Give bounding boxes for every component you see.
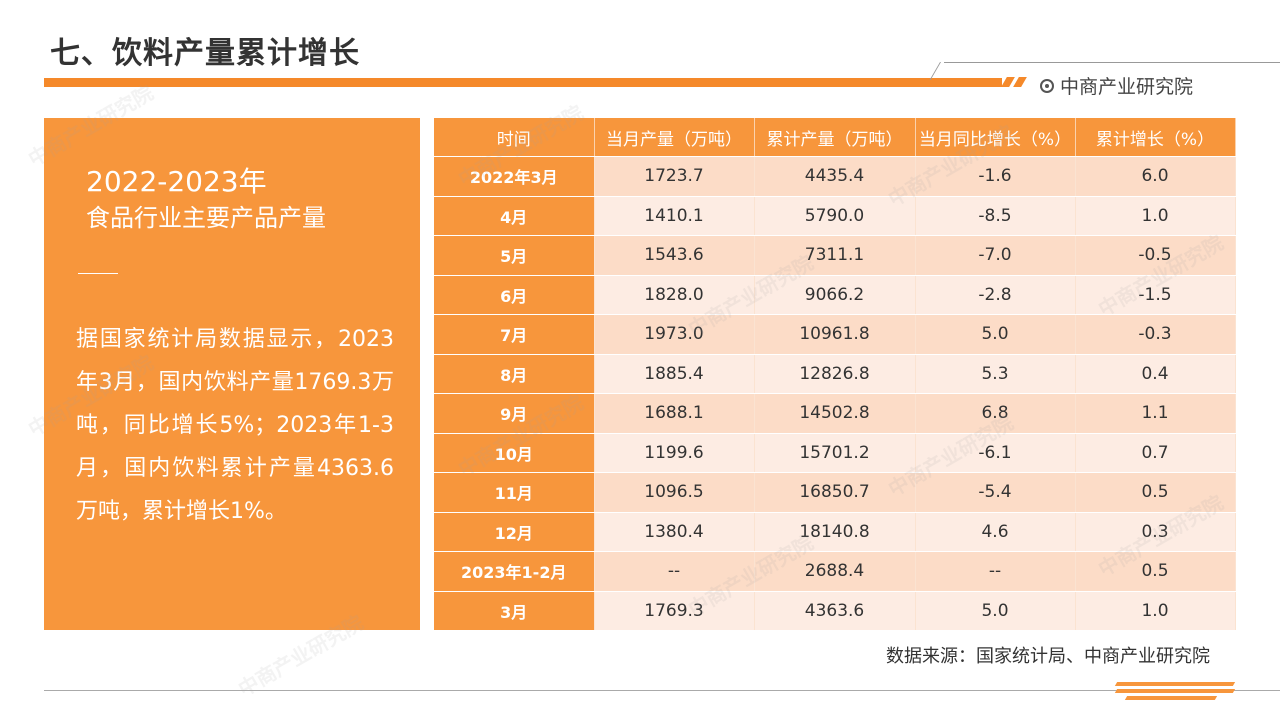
cell-cumulative-output: 10961.8 xyxy=(754,314,916,355)
cell-time: 8月 xyxy=(434,354,595,394)
column-header-time: 时间 xyxy=(434,118,595,157)
cell-cumulative-output: 5790.0 xyxy=(754,196,916,236)
table-row: 11月 1096.5 16850.7 -5.4 0.5 xyxy=(434,472,1236,513)
cell-monthly-output: 1828.0 xyxy=(594,275,755,315)
cell-time: 2022年3月 xyxy=(434,156,595,197)
table-row: 12月 1380.4 18140.8 4.6 0.3 xyxy=(434,512,1236,552)
panel-divider xyxy=(78,273,118,274)
cell-cumulative-growth: 1.0 xyxy=(1075,591,1236,631)
cell-cumulative-output: 4435.4 xyxy=(754,156,916,197)
cell-monthly-output: 1688.1 xyxy=(594,393,755,434)
brand-logo: 中商产业研究院 xyxy=(1040,72,1193,99)
cell-monthly-output: 1096.5 xyxy=(594,472,755,513)
column-header-cumulative-growth: 累计增长（%） xyxy=(1075,118,1236,157)
cell-cumulative-growth: -1.5 xyxy=(1075,275,1236,315)
header-thin-line xyxy=(944,62,1280,63)
table-row: 8月 1885.4 12826.8 5.3 0.4 xyxy=(434,354,1236,394)
table-row: 2022年3月 1723.7 4435.4 -1.6 6.0 xyxy=(434,156,1236,197)
table-row: 4月 1410.1 5790.0 -8.5 1.0 xyxy=(434,196,1236,236)
cell-cumulative-growth: 0.7 xyxy=(1075,433,1236,473)
cell-monthly-yoy: 5.3 xyxy=(915,354,1076,394)
cell-time: 10月 xyxy=(434,433,595,473)
summary-panel: 2022-2023年 食品行业主要产品产量 据国家统计局数据显示，2023年3月… xyxy=(44,118,420,630)
cell-time: 11月 xyxy=(434,472,595,513)
cell-cumulative-output: 14502.8 xyxy=(754,393,916,434)
table-row: 5月 1543.6 7311.1 -7.0 -0.5 xyxy=(434,235,1236,276)
panel-body-text: 据国家统计局数据显示，2023年3月，国内饮料产量1769.3万吨，同比增长5%… xyxy=(76,327,394,524)
cell-monthly-yoy: -- xyxy=(915,551,1076,592)
cell-cumulative-growth: 0.4 xyxy=(1075,354,1236,394)
cell-monthly-yoy: -8.5 xyxy=(915,196,1076,236)
cell-monthly-yoy: 6.8 xyxy=(915,393,1076,434)
column-header-cumulative-output: 累计产量（万吨） xyxy=(754,118,916,157)
brand-name: 中商产业研究院 xyxy=(1060,76,1194,98)
column-header-monthly-output: 当月产量（万吨） xyxy=(594,118,755,157)
cell-cumulative-growth: -0.5 xyxy=(1075,235,1236,276)
cell-monthly-output: 1199.6 xyxy=(594,433,755,473)
cell-cumulative-output: 4363.6 xyxy=(754,591,916,631)
cell-monthly-yoy: 4.6 xyxy=(915,512,1076,552)
cell-time: 7月 xyxy=(434,314,595,355)
cell-cumulative-output: 18140.8 xyxy=(754,512,916,552)
table-row: 3月 1769.3 4363.6 5.0 1.0 xyxy=(434,591,1236,631)
cell-cumulative-growth: 0.3 xyxy=(1075,512,1236,552)
cell-monthly-yoy: 5.0 xyxy=(915,314,1076,355)
cell-time: 3月 xyxy=(434,591,595,631)
cell-monthly-output: 1410.1 xyxy=(594,196,755,236)
column-header-monthly-yoy: 当月同比增长（%） xyxy=(915,118,1076,157)
cell-monthly-output: 1769.3 xyxy=(594,591,755,631)
table-row: 6月 1828.0 9066.2 -2.8 -1.5 xyxy=(434,275,1236,315)
title-underline-bar xyxy=(44,78,1002,87)
page-title: 七、饮料产量累计增长 xyxy=(50,36,360,71)
cell-cumulative-output: 16850.7 xyxy=(754,472,916,513)
table-row: 10月 1199.6 15701.2 -6.1 0.7 xyxy=(434,433,1236,473)
panel-subtitle: 食品行业主要产品产量 xyxy=(86,204,326,232)
cell-monthly-yoy: 5.0 xyxy=(915,591,1076,631)
cell-time: 6月 xyxy=(434,275,595,315)
cell-monthly-output: 1973.0 xyxy=(594,314,755,355)
title-stripe-decoration xyxy=(1000,77,1040,87)
brand-circle-icon xyxy=(1040,78,1054,93)
footer-stripe-decoration xyxy=(1114,680,1246,700)
cell-cumulative-growth: 1.1 xyxy=(1075,393,1236,434)
cell-monthly-output: 1885.4 xyxy=(594,354,755,394)
cell-cumulative-output: 15701.2 xyxy=(754,433,916,473)
cell-cumulative-growth: 1.0 xyxy=(1075,196,1236,236)
cell-time: 9月 xyxy=(434,393,595,434)
cell-monthly-output: 1543.6 xyxy=(594,235,755,276)
cell-monthly-yoy: -1.6 xyxy=(915,156,1076,197)
table-row: 7月 1973.0 10961.8 5.0 -0.3 xyxy=(434,314,1236,355)
table-row: 9月 1688.1 14502.8 6.8 1.1 xyxy=(434,393,1236,434)
cell-monthly-yoy: -6.1 xyxy=(915,433,1076,473)
cell-monthly-yoy: -2.8 xyxy=(915,275,1076,315)
table-header-row: 时间 当月产量（万吨） 累计产量（万吨） 当月同比增长（%） 累计增长（%） xyxy=(434,118,1236,157)
cell-time: 2023年1-2月 xyxy=(434,551,595,592)
cell-cumulative-growth: 0.5 xyxy=(1075,472,1236,513)
cell-cumulative-output: 9066.2 xyxy=(754,275,916,315)
cell-time: 12月 xyxy=(434,512,595,552)
cell-time: 4月 xyxy=(434,196,595,236)
cell-cumulative-output: 7311.1 xyxy=(754,235,916,276)
cell-monthly-yoy: -5.4 xyxy=(915,472,1076,513)
cell-cumulative-growth: -0.3 xyxy=(1075,314,1236,355)
footer-line xyxy=(44,690,1280,691)
cell-time: 5月 xyxy=(434,235,595,276)
cell-monthly-output: -- xyxy=(594,551,755,592)
cell-cumulative-output: 2688.4 xyxy=(754,551,916,592)
cell-monthly-yoy: -7.0 xyxy=(915,235,1076,276)
cell-cumulative-growth: 0.5 xyxy=(1075,551,1236,592)
table-row: 2023年1-2月 -- 2688.4 -- 0.5 xyxy=(434,551,1236,592)
cell-cumulative-output: 12826.8 xyxy=(754,354,916,394)
production-table: 时间 当月产量（万吨） 累计产量（万吨） 当月同比增长（%） 累计增长（%） 2… xyxy=(434,118,1236,631)
cell-monthly-output: 1380.4 xyxy=(594,512,755,552)
data-source: 数据来源：国家统计局、中商产业研究院 xyxy=(886,646,1210,667)
cell-cumulative-growth: 6.0 xyxy=(1075,156,1236,197)
cell-monthly-output: 1723.7 xyxy=(594,156,755,197)
panel-year: 2022-2023年 xyxy=(86,165,267,198)
